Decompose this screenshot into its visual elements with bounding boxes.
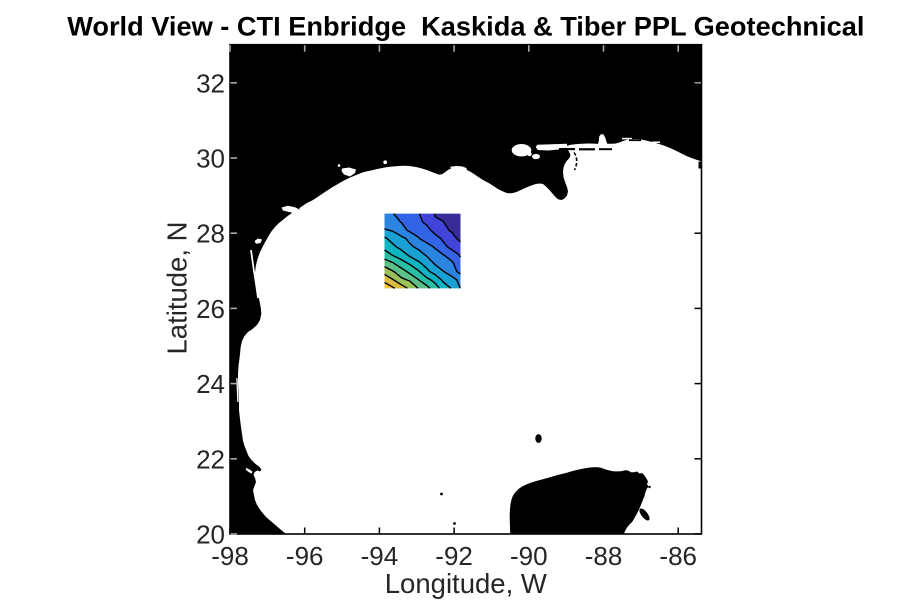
- svg-text:-96: -96: [286, 541, 324, 571]
- svg-text:-88: -88: [585, 541, 623, 571]
- svg-text:-86: -86: [659, 541, 697, 571]
- svg-text:24: 24: [196, 369, 225, 399]
- svg-text:Latitude, N: Latitude, N: [162, 221, 193, 354]
- svg-text:World View - CTI Enbridge Kas: World View - CTI Enbridge Kaskida & Tibe…: [67, 11, 864, 42]
- svg-text:-94: -94: [361, 541, 399, 571]
- svg-text:-92: -92: [435, 541, 473, 571]
- svg-text:-98: -98: [211, 541, 249, 571]
- svg-text:22: 22: [196, 444, 225, 474]
- svg-text:20: 20: [196, 520, 225, 550]
- svg-text:-90: -90: [510, 541, 548, 571]
- svg-text:32: 32: [196, 68, 225, 98]
- svg-text:30: 30: [196, 144, 225, 174]
- svg-text:28: 28: [196, 219, 225, 249]
- svg-text:Longitude, W: Longitude, W: [385, 568, 547, 599]
- svg-text:26: 26: [196, 294, 225, 324]
